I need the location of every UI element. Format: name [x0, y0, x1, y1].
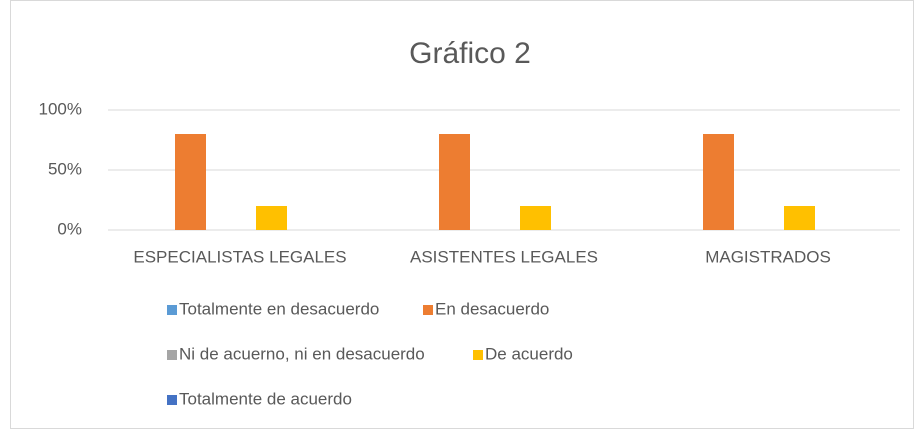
legend-label: De acuerdo: [485, 344, 573, 363]
y-tick-label: 100%: [39, 99, 82, 118]
y-tick-label: 0%: [57, 219, 82, 238]
legend-label: Totalmente de acuerdo: [179, 389, 352, 408]
legend-label: En desacuerdo: [435, 299, 549, 318]
legend-swatch: [167, 395, 177, 405]
legend-swatch: [167, 350, 177, 360]
bar: [175, 134, 206, 230]
y-tick-label: 50%: [48, 159, 82, 178]
legend-label: Totalmente en desacuerdo: [179, 299, 379, 318]
bar: [439, 134, 470, 230]
x-tick-label: ESPECIALISTAS LEGALES: [133, 247, 346, 266]
bar: [256, 206, 287, 230]
chart-title: Gráfico 2: [409, 37, 531, 70]
legend-swatch: [167, 305, 177, 315]
x-tick-label: MAGISTRADOS: [705, 247, 831, 266]
legend-swatch: [473, 350, 483, 360]
x-tick-label: ASISTENTES LEGALES: [410, 247, 598, 266]
bar: [784, 206, 815, 230]
legend-swatch: [423, 305, 433, 315]
legend-label: Ni de acuerno, ni en desacuerdo: [179, 344, 425, 363]
bar: [520, 206, 551, 230]
bar: [703, 134, 734, 230]
